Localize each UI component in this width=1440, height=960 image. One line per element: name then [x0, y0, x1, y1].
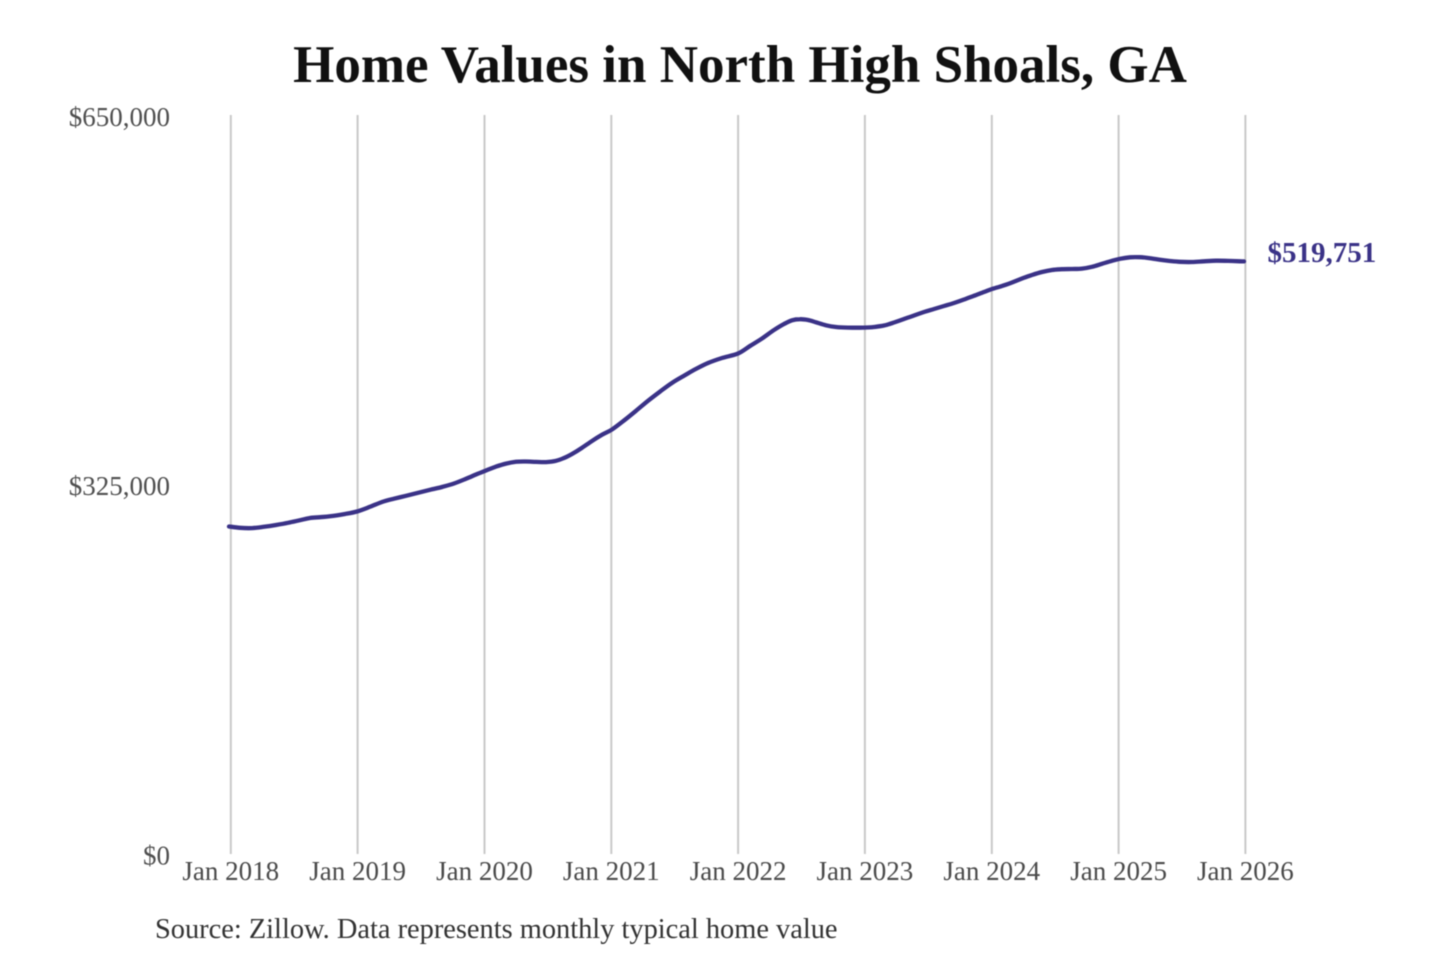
- svg-text:Jan 2022: Jan 2022: [690, 856, 787, 886]
- svg-text:$519,751: $519,751: [1268, 237, 1377, 269]
- svg-text:$325,000: $325,000: [69, 471, 170, 501]
- svg-text:Source: Zillow. Data represent: Source: Zillow. Data represents monthly …: [155, 914, 838, 945]
- svg-text:$650,000: $650,000: [69, 102, 170, 132]
- svg-text:Jan 2023: Jan 2023: [817, 856, 914, 886]
- svg-text:Jan 2024: Jan 2024: [943, 856, 1040, 886]
- svg-text:Jan 2025: Jan 2025: [1070, 856, 1167, 886]
- svg-text:Jan 2021: Jan 2021: [563, 856, 660, 886]
- svg-text:Jan 2026: Jan 2026: [1197, 856, 1294, 886]
- svg-text:Jan 2020: Jan 2020: [436, 856, 533, 886]
- svg-text:Jan 2018: Jan 2018: [182, 856, 279, 886]
- svg-text:$0: $0: [143, 841, 170, 871]
- svg-text:Home Values in North High Shoa: Home Values in North High Shoals, GA: [293, 36, 1187, 94]
- svg-text:Jan 2019: Jan 2019: [309, 856, 406, 886]
